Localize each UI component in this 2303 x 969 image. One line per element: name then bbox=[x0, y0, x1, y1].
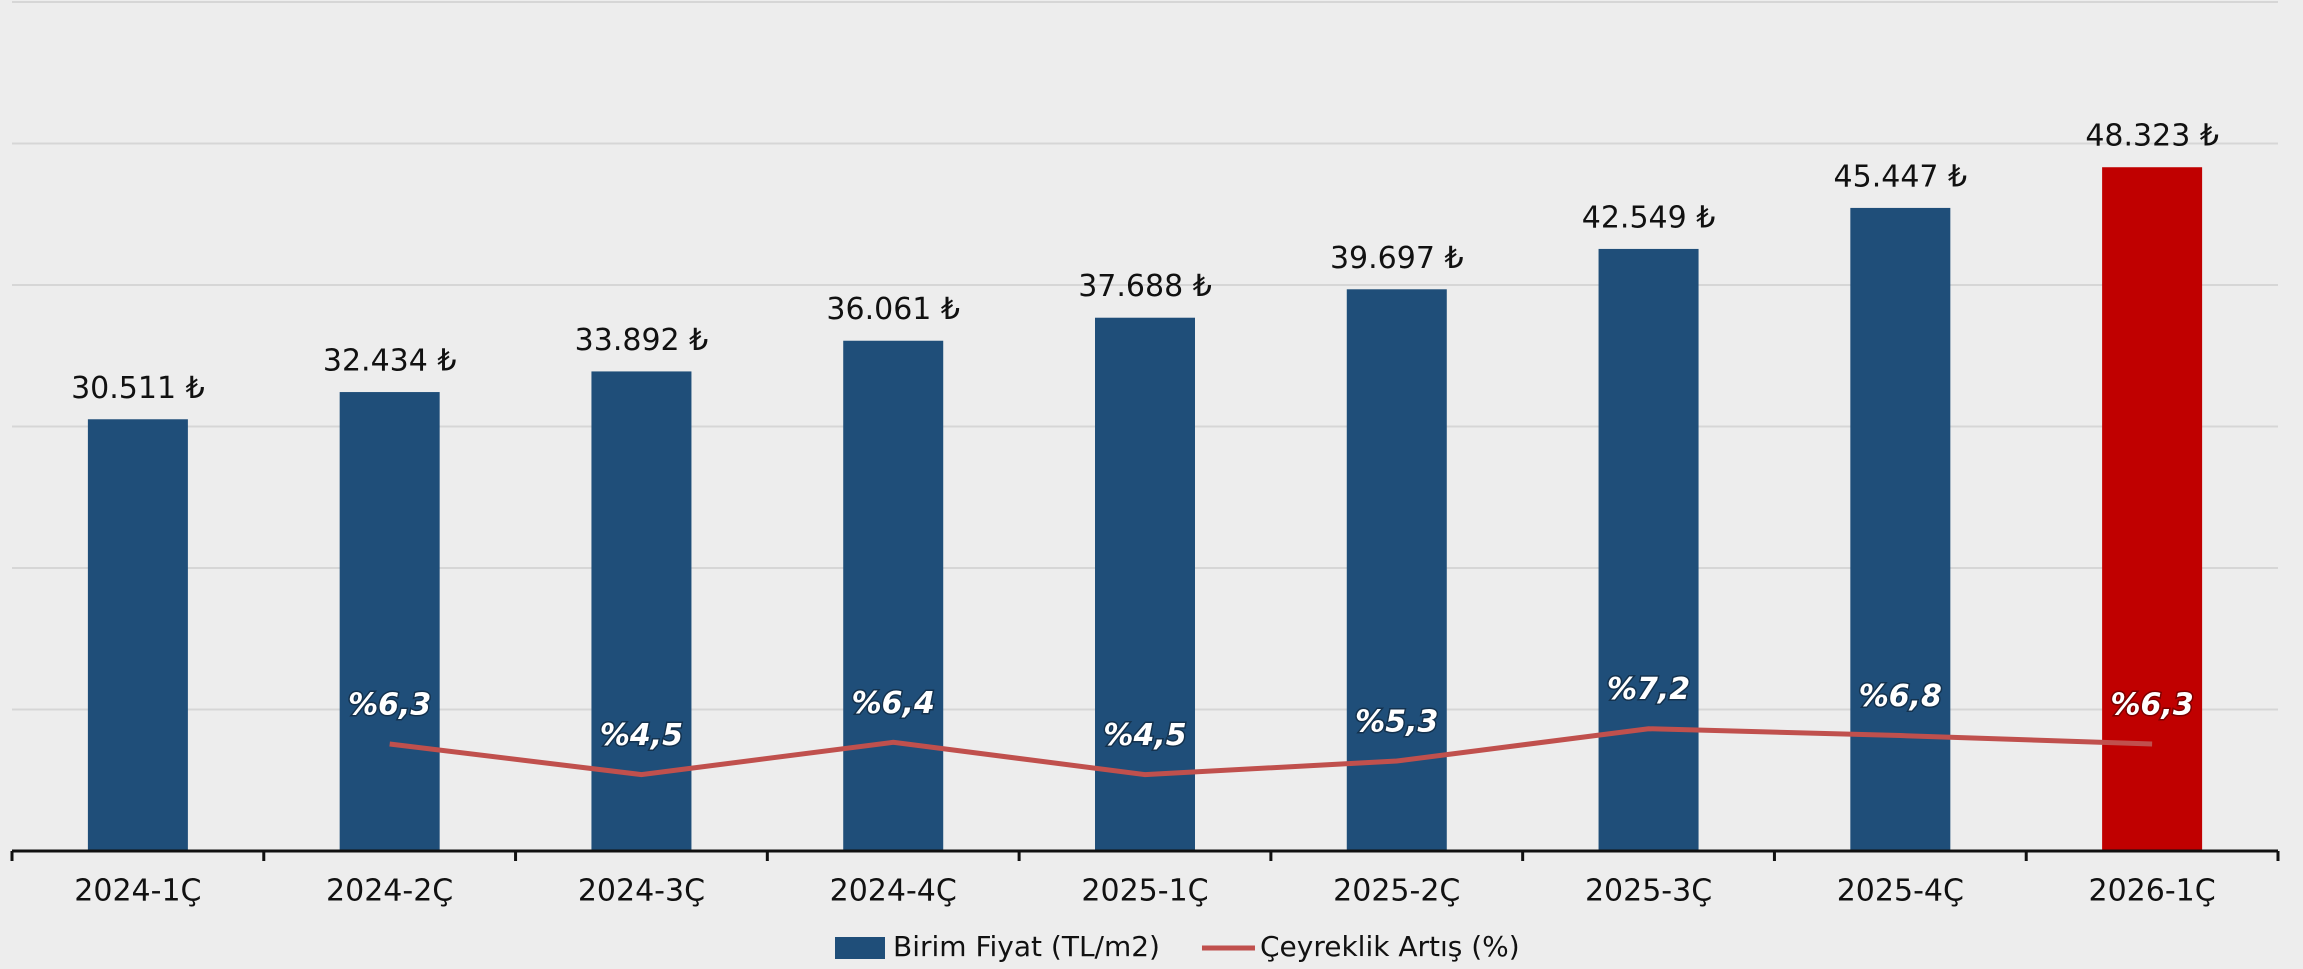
bar bbox=[1598, 248, 1699, 852]
data-label: 48.323 ₺ bbox=[2085, 119, 2219, 154]
data-label: %4,5 bbox=[1103, 718, 1186, 753]
bar bbox=[1346, 289, 1447, 851]
data-label: 36.061 ₺ bbox=[826, 292, 960, 327]
data-label: %6,3 bbox=[348, 688, 431, 723]
data-label: 45.447 ₺ bbox=[1834, 159, 1968, 194]
bar bbox=[591, 371, 692, 851]
data-label: %6,3 bbox=[2111, 688, 2194, 723]
bar bbox=[1095, 317, 1195, 851]
data-label: %4,5 bbox=[600, 718, 683, 753]
data-label: 39.697 ₺ bbox=[1330, 241, 1464, 276]
data-label: %6,4 bbox=[852, 686, 935, 721]
x-tick-label: 2024-1Ç bbox=[74, 874, 201, 909]
x-tick-label: 2024-3Ç bbox=[578, 874, 705, 909]
data-label: %7,2 bbox=[1607, 672, 1690, 707]
bar bbox=[87, 419, 188, 851]
data-label: 30.511 ₺ bbox=[71, 371, 205, 406]
data-label: %6,8 bbox=[1859, 679, 1942, 714]
bar bbox=[1850, 207, 1951, 852]
x-tick-label: 2025-3Ç bbox=[1585, 874, 1712, 909]
legend-label: Çeyreklik Artış (%) bbox=[1260, 930, 1520, 963]
x-tick-label: 2025-2Ç bbox=[1333, 874, 1460, 909]
x-tick-label: 2024-4Ç bbox=[830, 874, 957, 909]
x-tick-label: 2025-4Ç bbox=[1837, 874, 1964, 909]
data-label: 33.892 ₺ bbox=[575, 323, 709, 358]
bar bbox=[2102, 167, 2203, 851]
x-tick-label: 2026-1Ç bbox=[2089, 874, 2216, 909]
data-label: %5,3 bbox=[1355, 705, 1438, 740]
line bbox=[389, 726, 2153, 778]
data-label: 37.688 ₺ bbox=[1078, 269, 1212, 304]
x-tick-label: 2025-1Ç bbox=[1081, 874, 1208, 909]
data-label: 42.549 ₺ bbox=[1582, 200, 1716, 235]
bar bbox=[843, 340, 944, 851]
x-tick-label: 2024-2Ç bbox=[326, 874, 453, 909]
data-label: 32.434 ₺ bbox=[323, 344, 457, 379]
bar bbox=[339, 392, 440, 851]
legend-label: Birim Fiyat (TL/m2) bbox=[893, 930, 1160, 963]
legend-swatch bbox=[835, 937, 885, 959]
